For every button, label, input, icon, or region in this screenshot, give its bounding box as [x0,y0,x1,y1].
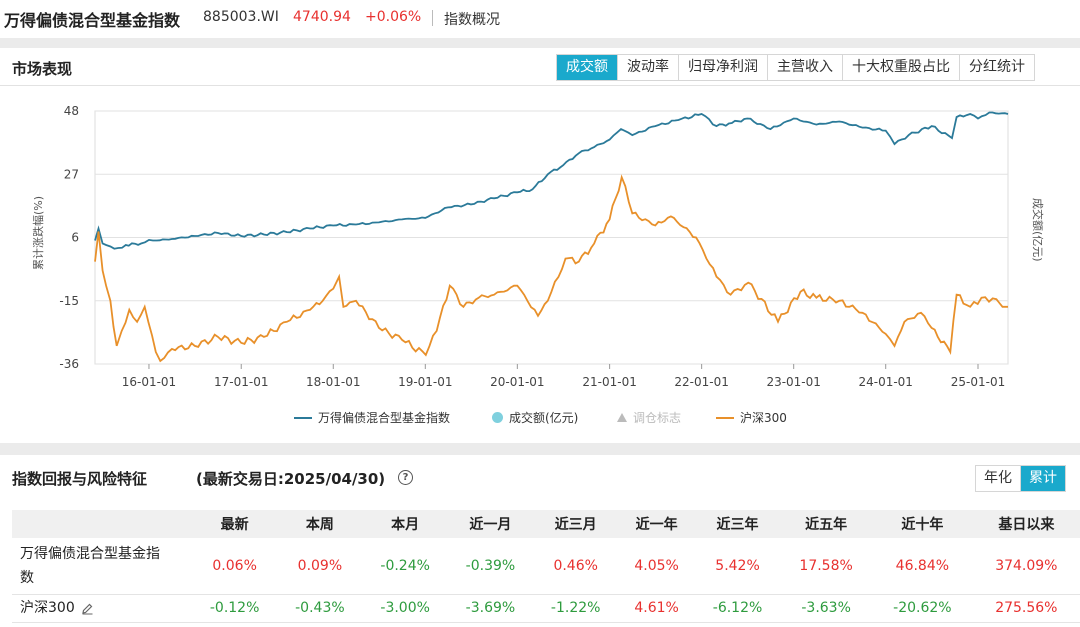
cell-value: 4.61% [618,594,695,623]
col-header: 本周 [277,510,363,538]
x-tick-label: 16-01-01 [122,375,176,389]
returns-section-title: 指数回报与风险特征 [12,470,148,488]
cell-value: -3.00% [362,594,448,623]
y-tick-label: 6 [71,231,79,245]
row-name-text: 沪深300 [20,600,75,616]
legend-triangle-icon [617,413,627,422]
legend-item-rebalance[interactable]: 调仓标志 [617,409,681,426]
help-icon[interactable]: ? [398,470,413,485]
cell-value: 5.42% [694,538,781,595]
cell-value: -1.22% [533,594,619,623]
tab-top10-weight[interactable]: 十大权重股占比 [843,55,960,80]
y-axis-label-left: 累计涨跌幅(%) [32,195,45,270]
col-header: 近三月 [533,510,619,538]
cell-value: -3.63% [780,594,873,623]
y-tick-label: 27 [64,167,79,181]
cell-value: 275.56% [972,594,1080,623]
performance-chart: 48 27 6 -15 -36 16-01-01 17-01-01 18-01-01 19-01… [0,92,1080,438]
col-header: 基日以来 [972,510,1080,538]
x-tick-label: 25-01-01 [951,375,1005,389]
index-change: +0.06% [365,9,422,25]
cell-value: -0.12% [192,594,278,623]
returns-table: 最新 本周 本月 近一月 近三月 近一年 近三年 近五年 近十年 基日以来 万得… [12,510,1080,623]
x-tick-label: 19-01-01 [398,375,452,389]
col-header: 近五年 [780,510,873,538]
x-tick-label: 20-01-01 [490,375,544,389]
x-tick-label: 21-01-01 [582,375,636,389]
legend-line-icon [716,416,734,419]
tab-turnover[interactable]: 成交额 [557,55,618,80]
legend-line-icon [294,416,312,419]
y-axis-label-right: 成交额(亿元) [1031,198,1044,262]
row-name: 沪深300 [12,594,192,623]
legend-item-index[interactable]: 万得偏债混合型基金指数 [294,409,450,426]
cell-value: -0.43% [277,594,363,623]
col-header-name [12,510,192,538]
cell-value: 17.58% [780,538,873,595]
x-tick-label: 23-01-01 [766,375,820,389]
index-price: 4740.94 [293,9,351,25]
header-divider [432,10,433,26]
toggle-annualized[interactable]: 年化 [976,466,1021,491]
col-header: 最新 [192,510,278,538]
cell-value: 46.84% [872,538,973,595]
market-header-line [0,85,1080,86]
col-header: 近十年 [872,510,973,538]
series-line-index [94,111,1009,250]
index-title: 万得偏债混合型基金指数 [4,11,181,30]
series-line-csi300 [94,174,1008,363]
legend-dot-icon [492,412,503,423]
index-overview-link[interactable]: 指数概况 [444,12,500,28]
cell-value: -3.69% [447,594,534,623]
table-row: 万得偏债混合型基金指数 0.06% 0.09% -0.24% -0.39% 0.… [12,538,1080,595]
cell-value: 0.06% [192,538,278,595]
tab-volatility[interactable]: 波动率 [618,55,679,80]
x-tick-label: 22-01-01 [674,375,728,389]
row-name-text: 万得偏债混合型基金指数 [20,545,160,586]
legend-item-csi300[interactable]: 沪深300 [716,409,787,426]
legend-label: 成交额(亿元) [509,411,579,425]
legend-item-turnover[interactable]: 成交额(亿元) [492,409,578,426]
cell-value: -6.12% [694,594,781,623]
cell-value: -20.62% [872,594,973,623]
col-header: 近三年 [694,510,781,538]
legend-label: 沪深300 [740,411,787,425]
cell-value: -0.39% [447,538,534,595]
tab-dividend[interactable]: 分红统计 [969,59,1025,75]
y-tick-label: 48 [64,104,79,118]
market-section-title: 市场表现 [12,60,73,78]
y-tick-label: -15 [59,294,79,308]
x-tick-label: 17-01-01 [214,375,268,389]
index-code: 885003.WI [203,9,279,25]
x-tick-label: 24-01-01 [858,375,912,389]
cell-value: 0.46% [533,538,619,595]
x-tick-label: 18-01-01 [306,375,360,389]
col-header: 近一年 [618,510,695,538]
cell-value: -0.24% [362,538,448,595]
latest-trade-date: (最新交易日:2025/04/30) [196,470,386,488]
row-name: 万得偏债混合型基金指数 [12,538,192,595]
market-tabs: 成交额 波动率 归母净利润 主营收入 十大权重股占比 分红统计 [556,54,1035,81]
index-header: 万得偏债混合型基金指数 885003.WI 4740.94 +0.06% 指数概… [0,0,1080,38]
edit-icon[interactable] [81,602,94,615]
chart-legend: 万得偏债混合型基金指数 成交额(亿元) 调仓标志 沪深300 [0,409,1080,427]
return-mode-toggle: 年化 累计 [975,465,1066,492]
y-tick-label: -36 [59,357,79,371]
table-header-row: 最新 本周 本月 近一月 近三月 近一年 近三年 近五年 近十年 基日以来 [12,510,1080,538]
col-header: 本月 [362,510,448,538]
section-divider [0,38,1080,48]
legend-label: 调仓标志 [633,411,682,425]
col-header: 近一月 [447,510,534,538]
tab-revenue[interactable]: 主营收入 [768,55,843,80]
performance-chart-svg: 48 27 6 -15 -36 16-01-01 17-01-01 18-01-01 19-01… [59,104,1009,389]
section-divider [0,443,1080,455]
tab-net-profit[interactable]: 归母净利润 [679,55,768,80]
cell-value: 374.09% [972,538,1080,595]
legend-label: 万得偏债混合型基金指数 [318,411,451,425]
cell-value: 0.09% [277,538,363,595]
table-row: 沪深300 -0.12% -0.43% -3.00% -3.69% -1.22%… [12,594,1080,623]
toggle-cumulative[interactable]: 累计 [1021,466,1065,491]
cell-value: 4.05% [618,538,695,595]
